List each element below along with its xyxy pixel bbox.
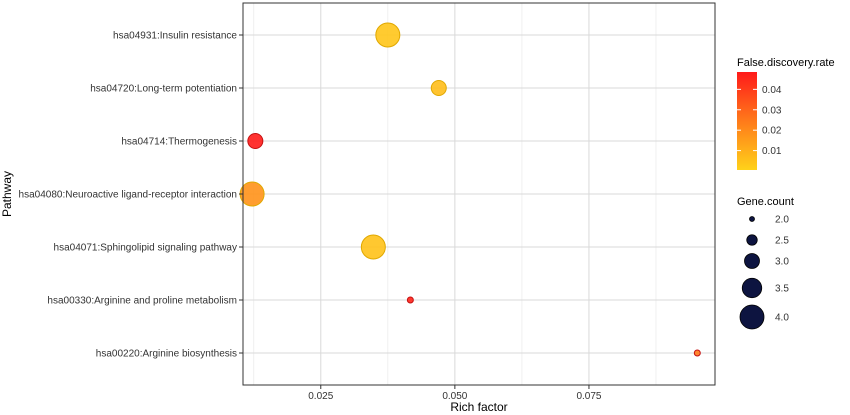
size-legend-items: 2.0 2.5 3.0 3.5 4.0 [739, 215, 789, 330]
y-tick-label: hsa04931:Insulin resistance [113, 31, 237, 42]
size-legend: Gene.count 2.0 2.5 3.0 3.5 4.0 [737, 196, 794, 330]
size-legend-title: Gene.count [737, 196, 794, 208]
color-legend-label: 0.04 [762, 85, 782, 96]
data-point [360, 234, 386, 260]
y-axis-title: Pathway [0, 171, 14, 217]
data-point [693, 349, 701, 357]
y-tick-label: hsa04720:Long-term potentiation [90, 84, 237, 95]
x-tick-label: 0.050 [442, 391, 467, 402]
x-tick-label: 0.025 [308, 391, 333, 402]
color-legend-label: 0.01 [762, 146, 782, 157]
y-tick-label: hsa00220:Arginine biosynthesis [96, 349, 237, 360]
data-point [239, 181, 265, 207]
data-point [247, 133, 264, 149]
size-legend-label: 2.5 [775, 236, 789, 247]
data-point [430, 80, 447, 96]
size-legend-label: 3.5 [775, 284, 789, 295]
size-legend-circle [741, 277, 763, 299]
data-points [239, 22, 701, 357]
color-legend-title: False.discovery.rate [737, 57, 835, 69]
size-legend-label: 2.0 [775, 215, 789, 226]
size-legend-circle [739, 304, 765, 330]
size-legend-label: 3.0 [775, 257, 789, 268]
color-legend: False.discovery.rate 0.01 0.02 0.03 0.04 [737, 57, 835, 170]
y-tick-label: hsa04071:Sphingolipid signaling pathway [54, 243, 237, 254]
size-legend-label: 4.0 [775, 313, 789, 324]
color-legend-label: 0.02 [762, 126, 782, 137]
data-point [375, 22, 401, 48]
size-legend-circle [746, 234, 758, 246]
y-tick-labels: hsa04931:Insulin resistance hsa04720:Long… [19, 31, 238, 360]
y-tick-label: hsa00330:Arginine and proline metabolism [47, 296, 237, 307]
color-legend-bar [737, 72, 757, 170]
data-point [406, 296, 414, 304]
size-legend-circle [749, 216, 755, 222]
axis-ticks [239, 34, 590, 389]
y-tick-label: hsa04080:Neuroactive ligand-receptor int… [19, 190, 237, 201]
grid-lines [243, 3, 715, 385]
color-legend-ticks: 0.01 0.02 0.03 0.04 [737, 85, 782, 157]
x-tick-label: 0.075 [576, 391, 601, 402]
x-axis-title: Rich factor [450, 400, 507, 414]
x-tick-labels: 0.025 0.050 0.075 [308, 391, 602, 402]
size-legend-circle [744, 253, 760, 269]
y-tick-label: hsa04714:Thermogenesis [121, 137, 237, 148]
color-legend-label: 0.03 [762, 105, 782, 116]
